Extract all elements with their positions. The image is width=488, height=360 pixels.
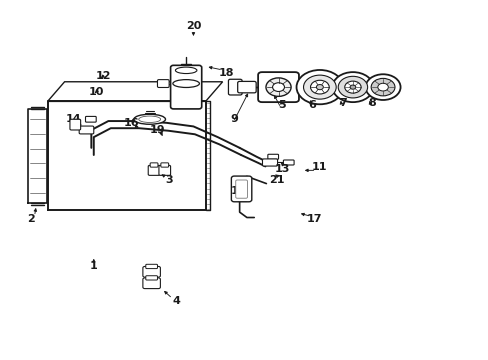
FancyBboxPatch shape [142, 266, 160, 277]
Text: 1: 1 [90, 261, 98, 271]
Text: 18: 18 [218, 68, 233, 78]
Text: 3: 3 [165, 175, 173, 185]
FancyBboxPatch shape [148, 165, 160, 175]
FancyBboxPatch shape [157, 80, 169, 87]
Circle shape [303, 75, 336, 99]
Circle shape [332, 72, 372, 102]
Text: 8: 8 [367, 98, 375, 108]
Text: 10: 10 [88, 87, 103, 98]
FancyBboxPatch shape [170, 65, 201, 109]
FancyBboxPatch shape [237, 81, 256, 93]
FancyBboxPatch shape [228, 79, 242, 95]
FancyBboxPatch shape [231, 176, 251, 202]
Text: 19: 19 [150, 125, 165, 135]
Circle shape [338, 76, 367, 98]
Circle shape [365, 74, 400, 100]
Text: 16: 16 [123, 118, 139, 128]
FancyBboxPatch shape [70, 119, 81, 130]
Circle shape [370, 78, 394, 96]
Text: 15: 15 [230, 186, 246, 196]
Text: 11: 11 [311, 162, 327, 172]
Circle shape [272, 83, 284, 91]
Circle shape [344, 81, 360, 93]
Text: 2: 2 [27, 214, 34, 224]
FancyBboxPatch shape [235, 180, 247, 198]
FancyBboxPatch shape [85, 116, 96, 122]
Text: 20: 20 [185, 21, 201, 31]
FancyBboxPatch shape [258, 72, 298, 102]
FancyBboxPatch shape [150, 163, 158, 167]
FancyBboxPatch shape [159, 165, 170, 175]
Text: 21: 21 [269, 175, 284, 185]
Text: 13: 13 [274, 164, 289, 174]
Circle shape [296, 70, 343, 104]
FancyBboxPatch shape [142, 278, 160, 289]
Text: 9: 9 [230, 114, 238, 124]
Text: 12: 12 [96, 71, 111, 81]
Text: 4: 4 [172, 296, 180, 306]
Ellipse shape [134, 114, 165, 124]
FancyBboxPatch shape [145, 276, 157, 280]
FancyBboxPatch shape [145, 264, 157, 269]
Ellipse shape [173, 80, 199, 87]
FancyBboxPatch shape [79, 126, 94, 134]
Circle shape [265, 78, 290, 96]
FancyBboxPatch shape [267, 154, 278, 159]
Text: 17: 17 [305, 214, 321, 224]
Circle shape [377, 83, 387, 91]
FancyBboxPatch shape [283, 160, 293, 165]
Circle shape [316, 85, 323, 90]
Ellipse shape [175, 67, 197, 73]
Text: 6: 6 [308, 100, 316, 110]
FancyBboxPatch shape [161, 163, 168, 167]
Circle shape [310, 80, 328, 94]
Text: 5: 5 [278, 100, 285, 110]
Text: 7: 7 [338, 98, 346, 108]
Text: 14: 14 [65, 114, 81, 124]
Circle shape [349, 85, 355, 89]
FancyBboxPatch shape [262, 159, 277, 166]
Ellipse shape [139, 116, 160, 122]
